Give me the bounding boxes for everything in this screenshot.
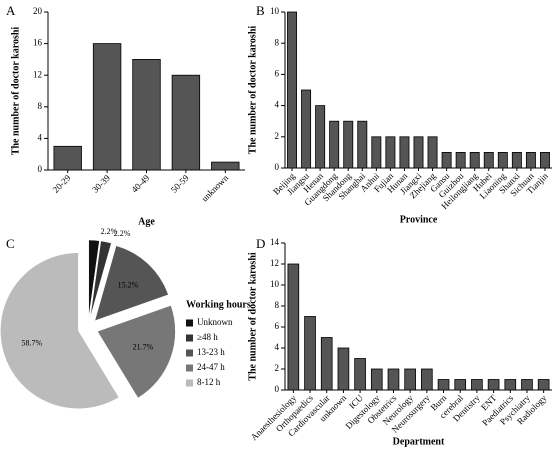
bar xyxy=(354,358,366,391)
bar xyxy=(301,89,312,169)
x-tick-label: 30-39 xyxy=(90,172,112,194)
y-tick-label: 0 xyxy=(38,164,43,174)
bar xyxy=(399,136,410,169)
slice-label: 2.2% xyxy=(101,227,118,236)
bar xyxy=(357,120,368,169)
bar xyxy=(53,145,82,171)
bar xyxy=(413,136,424,169)
bar xyxy=(211,161,240,171)
legend-swatch xyxy=(186,319,193,327)
legend-label: 24-47 h xyxy=(197,362,225,372)
bar xyxy=(287,263,300,391)
bar xyxy=(441,151,452,169)
bar xyxy=(483,151,494,169)
legend-title: Working hours xyxy=(186,299,251,310)
slice-label: 58.7% xyxy=(21,339,42,348)
y-tick-label: 8 xyxy=(275,300,280,310)
y-tick-label: 8 xyxy=(38,101,43,111)
legend-label: Unknown xyxy=(197,317,233,327)
bar xyxy=(171,74,201,171)
x-tick-label: 50-59 xyxy=(169,172,191,194)
bar xyxy=(343,120,354,169)
bar xyxy=(320,337,333,391)
y-tick-label: 0 xyxy=(275,384,280,394)
bar xyxy=(455,151,466,169)
legend-swatch xyxy=(186,349,193,357)
pie-slice xyxy=(88,239,100,319)
bar xyxy=(454,379,467,391)
bar xyxy=(371,136,382,169)
y-tick-label: 12 xyxy=(270,258,279,268)
bar xyxy=(471,379,483,391)
bar xyxy=(404,368,416,391)
y-axis-title: The number of doctor karoshi xyxy=(247,252,258,381)
slice-label: 15.2% xyxy=(118,280,139,289)
x-tick-label: unknown xyxy=(199,172,230,203)
bar xyxy=(487,379,500,391)
pie-slice xyxy=(89,240,112,319)
y-tick-label: 4 xyxy=(275,100,280,110)
x-tick-label: 40-49 xyxy=(129,172,151,194)
y-tick-label: 4 xyxy=(38,132,43,142)
legend-label: 8-12 h xyxy=(197,377,221,387)
slice-label: 21.7% xyxy=(133,342,154,351)
y-tick-label: 16 xyxy=(33,38,43,48)
bar xyxy=(387,368,400,391)
y-axis-title: The number of doctor karoshi xyxy=(247,26,258,155)
bar xyxy=(304,316,316,391)
bar xyxy=(540,151,550,169)
bar xyxy=(497,151,508,169)
y-tick-label: 10 xyxy=(270,6,280,16)
x-tick-label: 20-29 xyxy=(51,172,73,194)
pie-slice xyxy=(0,252,120,409)
bar xyxy=(427,136,438,169)
bar xyxy=(437,379,450,391)
y-tick-label: 14 xyxy=(270,237,280,247)
legend-swatch xyxy=(186,379,193,387)
bar xyxy=(329,120,340,169)
bar xyxy=(385,136,396,169)
y-tick-label: 2 xyxy=(275,363,280,373)
panel-label: A xyxy=(6,3,16,18)
bar xyxy=(537,379,550,391)
x-axis-title: Age xyxy=(138,216,155,227)
y-tick-label: 12 xyxy=(33,69,42,79)
legend-swatch xyxy=(186,364,193,372)
legend-swatch xyxy=(186,334,193,342)
bar xyxy=(521,379,533,391)
bar xyxy=(469,151,480,169)
legend-label: 13-23 h xyxy=(197,347,225,357)
panel-label: D xyxy=(256,236,265,251)
pie-slice xyxy=(94,245,169,322)
slice-label: 2.2% xyxy=(114,229,131,238)
legend-label: ≥48 h xyxy=(197,332,218,342)
bar xyxy=(337,347,350,391)
bar xyxy=(504,379,517,391)
y-tick-label: 6 xyxy=(275,321,280,331)
y-tick-label: 6 xyxy=(275,68,280,78)
bar xyxy=(287,11,297,169)
bar xyxy=(132,59,161,171)
y-tick-label: 0 xyxy=(275,162,280,172)
bar xyxy=(370,368,383,391)
bar xyxy=(525,151,536,169)
x-axis-title: Province xyxy=(400,214,438,225)
bar xyxy=(421,368,433,391)
y-tick-label: 4 xyxy=(275,342,280,352)
pie-slice xyxy=(97,305,176,399)
panel-label: B xyxy=(256,3,265,18)
bar xyxy=(315,105,326,169)
y-axis-title: The number of doctor karoshi xyxy=(10,27,21,156)
x-axis-title: Department xyxy=(393,436,445,447)
y-tick-label: 8 xyxy=(275,37,280,47)
y-tick-label: 20 xyxy=(33,6,43,16)
bar xyxy=(92,43,122,171)
panel-label: C xyxy=(6,236,15,251)
bar xyxy=(511,151,522,169)
y-tick-label: 10 xyxy=(270,279,280,289)
y-tick-label: 2 xyxy=(275,131,280,141)
